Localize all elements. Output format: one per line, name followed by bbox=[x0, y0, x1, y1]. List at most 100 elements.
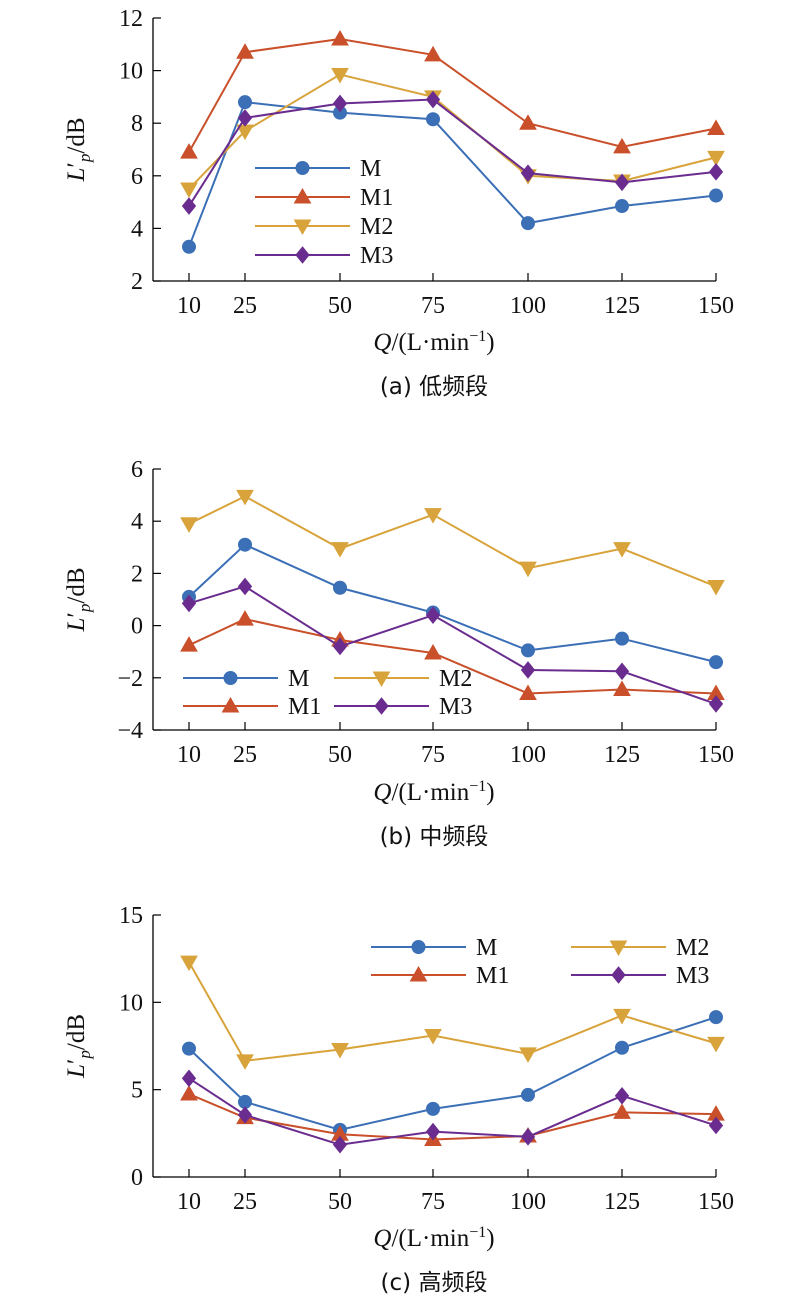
chart-panel-2: −4 −2 0 2 4 6 10 25 50 75 100 125 150 L′p/dB Q/(L·min−… bbox=[63, 457, 734, 850]
data-point-m bbox=[238, 95, 252, 110]
data-point-m bbox=[182, 1041, 196, 1056]
legend-marker-m bbox=[223, 671, 238, 685]
legend-label-m1: M1 bbox=[360, 185, 393, 211]
data-point-m1 bbox=[180, 1085, 198, 1101]
y-tick-label: 5 bbox=[131, 1078, 143, 1104]
data-point-m2 bbox=[519, 561, 537, 578]
data-point-m3 bbox=[332, 1135, 348, 1154]
x-tick-label: 100 bbox=[510, 293, 546, 319]
x-axis-label: Q/(L·min−1) bbox=[373, 328, 494, 356]
data-point-m bbox=[709, 1010, 723, 1025]
series-line-m2 bbox=[188, 961, 717, 1062]
data-point-m bbox=[615, 1040, 629, 1055]
data-point-m1 bbox=[613, 680, 631, 697]
data-point-m3 bbox=[237, 577, 253, 596]
legend-marker-m2 bbox=[372, 671, 391, 688]
data-point-m3 bbox=[181, 197, 197, 215]
x-tick-label: 50 bbox=[328, 742, 352, 768]
series-m2 bbox=[180, 489, 725, 596]
legend-label-m: M bbox=[476, 935, 497, 961]
y-tick-label: 4 bbox=[131, 509, 143, 535]
x-tick-label: 75 bbox=[421, 742, 445, 768]
chart-panel-1: 2 4 6 8 10 12 10 25 50 75 100 125 150 L′p/dB Q/(L·min−… bbox=[63, 6, 734, 400]
data-point-m2 bbox=[613, 542, 631, 558]
data-point-m1 bbox=[236, 610, 254, 626]
x-tick-label: 25 bbox=[233, 1189, 257, 1215]
data-point-m bbox=[709, 655, 723, 670]
data-point-m2 bbox=[519, 1047, 537, 1063]
y-axis-label: L′p/dB bbox=[63, 1014, 94, 1079]
panel-caption: (c) 高频段 bbox=[381, 1270, 488, 1296]
y-tick-label: −4 bbox=[117, 718, 143, 744]
series-line-m bbox=[188, 543, 717, 664]
series-m3 bbox=[181, 90, 724, 215]
x-tick-label: 25 bbox=[233, 293, 257, 319]
data-point-m3 bbox=[708, 695, 724, 713]
data-point-m2 bbox=[236, 1054, 254, 1070]
series-m bbox=[182, 537, 723, 670]
series-m1 bbox=[180, 610, 725, 700]
data-point-m2 bbox=[236, 489, 254, 506]
series-m1 bbox=[180, 1085, 725, 1146]
panel-caption: (a) 低频段 bbox=[380, 374, 488, 400]
y-tick-label: 15 bbox=[119, 903, 143, 929]
data-point-m bbox=[426, 1101, 440, 1116]
data-point-m bbox=[615, 199, 629, 214]
y-tick-label: 0 bbox=[131, 614, 143, 640]
legend-marker-m2 bbox=[293, 219, 312, 236]
data-point-m1 bbox=[180, 636, 198, 652]
data-point-m1 bbox=[424, 45, 442, 62]
x-tick-label: 150 bbox=[698, 742, 734, 768]
x-tick-label: 150 bbox=[698, 1189, 734, 1215]
data-point-m3 bbox=[181, 1069, 197, 1088]
legend-marker-m1 bbox=[293, 187, 312, 204]
y-tick-label: 12 bbox=[119, 6, 143, 32]
data-point-m3 bbox=[181, 594, 197, 613]
data-point-m2 bbox=[331, 542, 349, 558]
data-point-m bbox=[521, 1087, 535, 1102]
legend-label-m1: M1 bbox=[288, 694, 321, 720]
data-point-m3 bbox=[425, 90, 441, 109]
data-point-m1 bbox=[707, 119, 725, 135]
series-m bbox=[182, 1010, 723, 1137]
data-point-m3 bbox=[425, 606, 441, 624]
series-m3 bbox=[181, 1069, 724, 1154]
series-m2 bbox=[180, 68, 725, 198]
y-tick-label: 2 bbox=[131, 561, 143, 587]
legend-label-m: M bbox=[288, 666, 309, 692]
data-point-m1 bbox=[236, 43, 254, 59]
x-tick-label: 50 bbox=[328, 1189, 352, 1215]
x-tick-label: 25 bbox=[233, 742, 257, 768]
data-point-m2 bbox=[424, 508, 442, 524]
data-point-m1 bbox=[424, 643, 442, 660]
data-point-m bbox=[238, 537, 252, 552]
data-point-m3 bbox=[708, 163, 724, 181]
y-tick-label: 6 bbox=[131, 164, 143, 190]
data-point-m3 bbox=[237, 109, 253, 127]
y-tick-label: 10 bbox=[119, 59, 143, 85]
panel-caption: (b) 中频段 bbox=[380, 824, 489, 850]
x-axis-label: Q/(L·min−1) bbox=[373, 778, 494, 806]
x-tick-label: 50 bbox=[328, 293, 352, 319]
legend-label-m1: M1 bbox=[476, 963, 509, 989]
data-point-m2 bbox=[180, 955, 198, 972]
series-m2 bbox=[180, 955, 725, 1070]
data-point-m3 bbox=[520, 164, 536, 182]
y-axis-label: L′p/dB bbox=[63, 118, 94, 183]
x-tick-label: 125 bbox=[604, 293, 640, 319]
data-point-m2 bbox=[707, 150, 725, 167]
legend-label-m2: M2 bbox=[439, 666, 472, 692]
data-point-m2 bbox=[707, 1036, 725, 1053]
y-tick-label: 0 bbox=[131, 1165, 143, 1191]
data-point-m2 bbox=[180, 517, 198, 533]
data-point-m3 bbox=[614, 662, 630, 681]
chart-panel-3: 0 5 10 15 10 25 50 75 100 125 150 L′p/dB Q/(L·min−1)… bbox=[63, 903, 734, 1296]
legend-marker-m3 bbox=[611, 966, 626, 984]
y-tick-label: −2 bbox=[117, 666, 143, 692]
data-point-m3 bbox=[332, 94, 348, 113]
data-point-m3 bbox=[520, 1128, 536, 1146]
series-m3 bbox=[181, 577, 724, 713]
